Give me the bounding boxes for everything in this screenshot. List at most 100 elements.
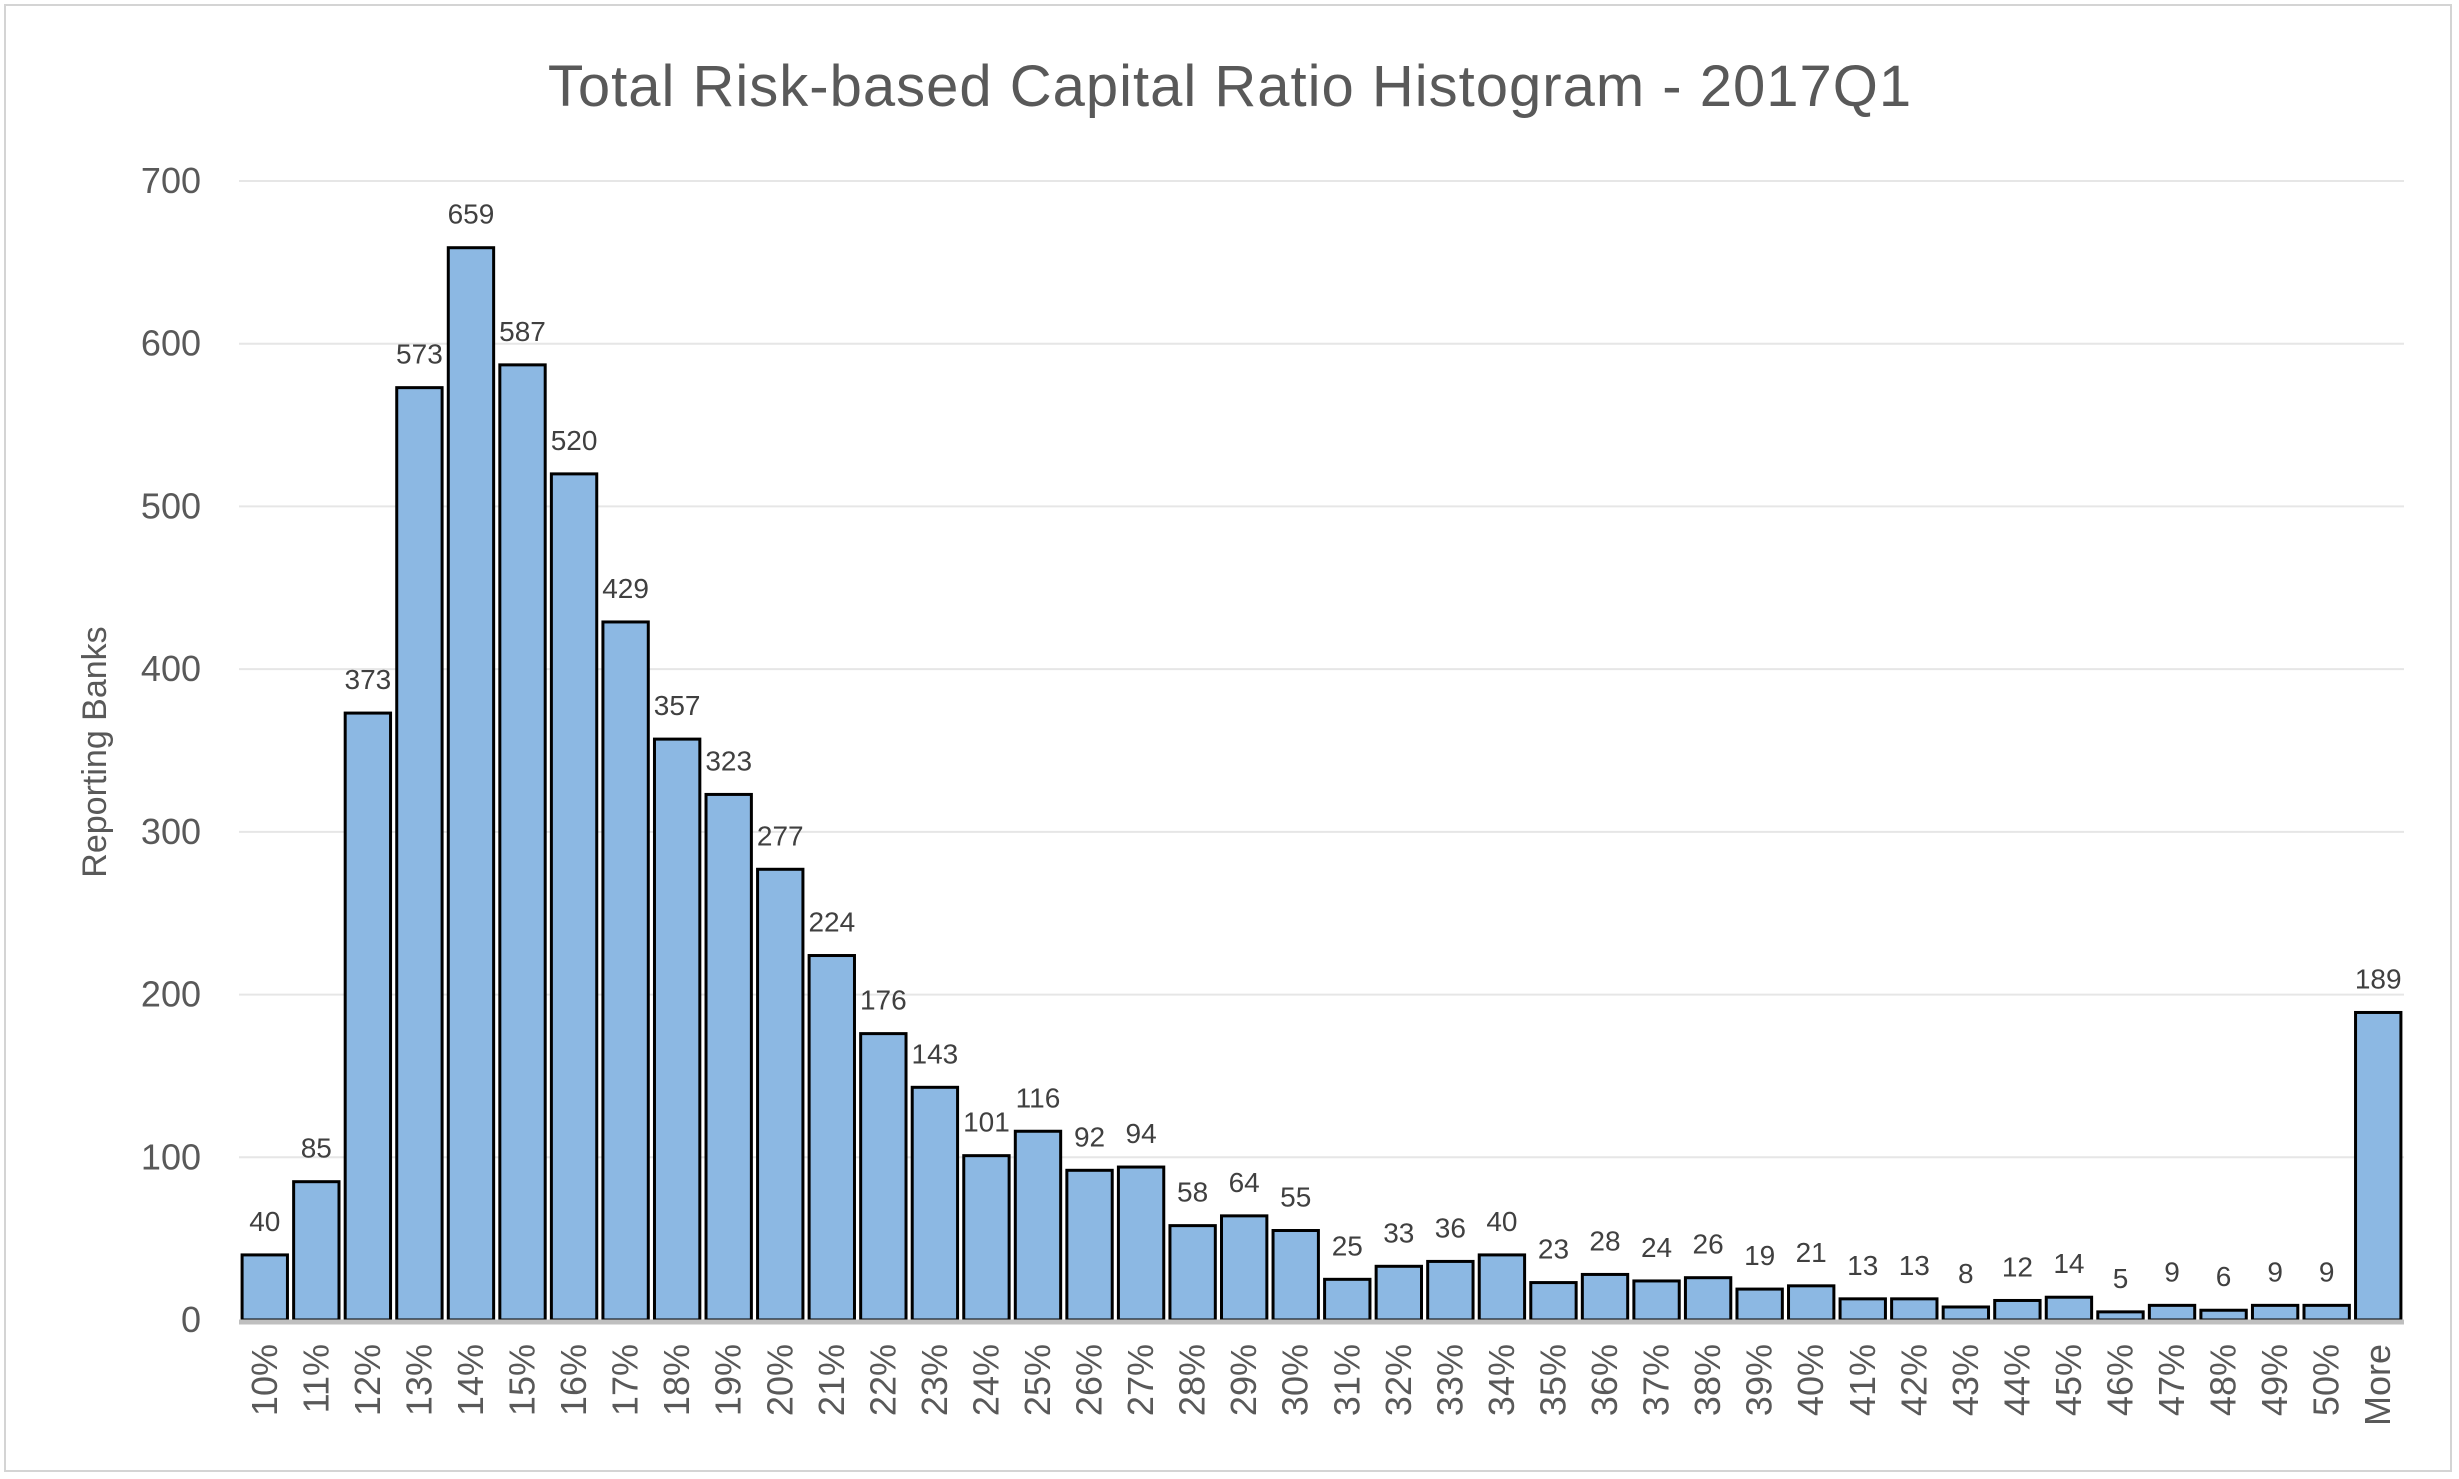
bar — [2250, 1303, 2300, 1322]
bar — [1993, 1298, 2042, 1322]
chart-frame: Total Risk-based Capital Ratio Histogram… — [4, 4, 2452, 1472]
data-label: 36 — [1435, 1212, 1466, 1243]
x-tick-label: 49% — [2254, 1344, 2295, 1416]
x-tick-label: 12% — [347, 1344, 388, 1416]
bar — [2096, 1310, 2145, 1322]
x-tick-label: 48% — [2203, 1344, 2244, 1416]
bar — [2044, 1295, 2094, 1322]
data-label: 94 — [1126, 1118, 1157, 1149]
x-tick-label: 25% — [1017, 1344, 1058, 1416]
x-tick-label: 41% — [1842, 1344, 1883, 1416]
data-label: 25 — [1332, 1230, 1363, 1261]
bar — [498, 363, 547, 1322]
x-tick-label: 29% — [1223, 1344, 1264, 1416]
x-tick-label: 43% — [1945, 1344, 1986, 1416]
bar — [1735, 1287, 1784, 1322]
x-tick-label: 46% — [2099, 1344, 2140, 1416]
x-tick-label: 32% — [1378, 1344, 1419, 1416]
x-tick-label: 13% — [398, 1344, 439, 1416]
y-tick-label: 300 — [141, 811, 201, 852]
data-label: 8 — [1958, 1258, 1974, 1289]
data-label: 9 — [2319, 1256, 2335, 1287]
data-label: 189 — [2355, 963, 2402, 994]
data-label: 323 — [705, 745, 752, 776]
x-tick-label: 42% — [1893, 1344, 1934, 1416]
data-label: 19 — [1744, 1240, 1775, 1271]
x-tick-label: 50% — [2306, 1344, 2347, 1416]
data-label: 24 — [1641, 1232, 1672, 1263]
bar — [1271, 1229, 1320, 1322]
x-tick-label: 15% — [502, 1344, 543, 1416]
data-label: 55 — [1280, 1182, 1311, 1213]
data-label: 12 — [2002, 1251, 2033, 1282]
data-label: 40 — [249, 1206, 280, 1237]
data-label: 520 — [551, 425, 598, 456]
data-label: 21 — [1796, 1237, 1827, 1268]
bar — [1013, 1129, 1063, 1322]
x-tick-label: 20% — [759, 1344, 800, 1416]
bar — [1374, 1264, 1424, 1322]
data-label: 64 — [1229, 1167, 1260, 1198]
bar — [859, 1032, 908, 1322]
x-tick-label: 22% — [862, 1344, 903, 1416]
x-tick-label: 30% — [1275, 1344, 1316, 1416]
x-tick-label: 39% — [1739, 1344, 1780, 1416]
bar — [601, 620, 650, 1322]
x-tick-label: 10% — [244, 1344, 285, 1416]
bar — [1838, 1297, 1887, 1322]
bar — [1426, 1259, 1475, 1322]
data-label: 23 — [1538, 1234, 1569, 1265]
y-tick-label: 400 — [141, 648, 201, 689]
x-tick-label: 38% — [1687, 1344, 1728, 1416]
data-label: 13 — [1847, 1250, 1878, 1281]
data-label: 28 — [1589, 1225, 1620, 1256]
y-tick-label: 100 — [141, 1136, 201, 1177]
data-label: 357 — [654, 690, 701, 721]
data-labels: 4085373573659587520429357323277224176143… — [249, 199, 2401, 1294]
data-label: 101 — [963, 1107, 1010, 1138]
bar — [807, 954, 856, 1322]
x-tick-label: 45% — [2048, 1344, 2089, 1416]
y-tick-label: 200 — [141, 974, 201, 1015]
bar — [2302, 1303, 2351, 1322]
bar — [1219, 1214, 1269, 1322]
x-tick-label: 19% — [708, 1344, 749, 1416]
histogram-chart: Total Risk-based Capital Ratio Histogram… — [76, 54, 2404, 1426]
bar — [1116, 1165, 1166, 1322]
bar — [704, 792, 753, 1322]
x-tick-label: 35% — [1532, 1344, 1573, 1416]
bar — [1477, 1253, 1527, 1322]
x-tick-label: 36% — [1584, 1344, 1625, 1416]
x-tick-label: 28% — [1172, 1344, 1213, 1416]
y-tick-label: 0 — [181, 1299, 201, 1340]
data-label: 116 — [1016, 1082, 1061, 1113]
bar — [1529, 1281, 1578, 1322]
bar — [1941, 1305, 1991, 1322]
data-label: 659 — [448, 199, 495, 230]
x-tick-label: 40% — [1790, 1344, 1831, 1416]
y-axis-ticks: 0 100 200 300 400 500 600 700 — [141, 160, 201, 1340]
bar — [343, 711, 393, 1322]
data-label: 176 — [860, 985, 907, 1016]
y-tick-label: 600 — [141, 323, 201, 364]
x-tick-label: 34% — [1481, 1344, 1522, 1416]
bar — [2199, 1308, 2248, 1322]
data-label: 58 — [1177, 1177, 1208, 1208]
bar — [292, 1180, 341, 1322]
x-tick-label: 37% — [1636, 1344, 1677, 1416]
bar — [1632, 1279, 1681, 1322]
data-label: 13 — [1899, 1250, 1930, 1281]
chart-title: Total Risk-based Capital Ratio Histogram… — [548, 54, 1912, 119]
bar — [756, 867, 805, 1322]
gridlines — [239, 180, 2404, 1159]
x-tick-label: 44% — [1996, 1344, 2037, 1416]
data-label: 277 — [757, 820, 804, 851]
bar — [2354, 1010, 2403, 1322]
x-tick-label: 31% — [1326, 1344, 1367, 1416]
data-label: 40 — [1486, 1206, 1517, 1237]
data-label: 143 — [912, 1038, 959, 1069]
bar — [910, 1085, 960, 1322]
data-label: 33 — [1383, 1217, 1414, 1248]
x-tick-label: 14% — [450, 1344, 491, 1416]
data-label: 92 — [1074, 1121, 1105, 1152]
